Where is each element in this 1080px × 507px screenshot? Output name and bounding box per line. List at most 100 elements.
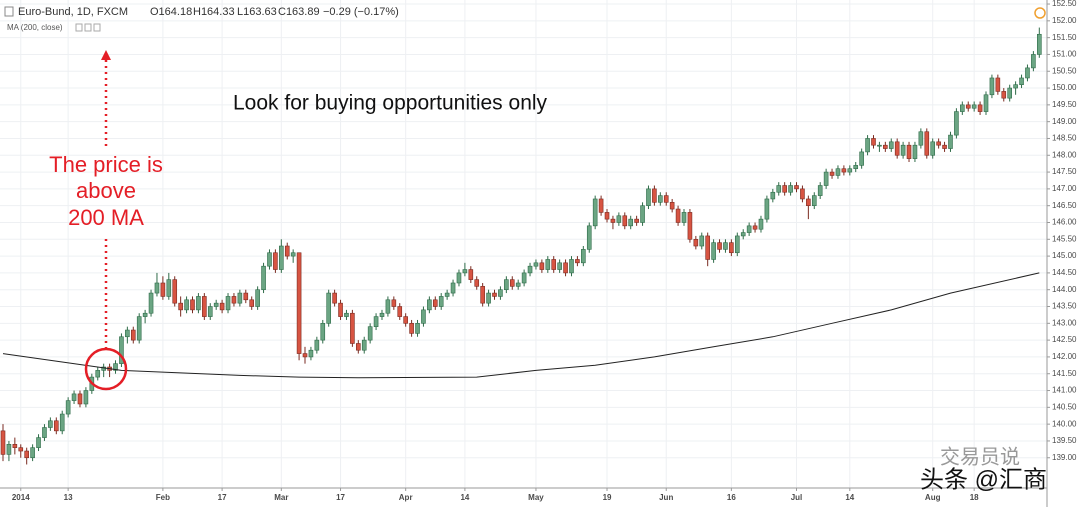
indicator-icon[interactable] <box>84 23 92 32</box>
candle-body <box>190 299 195 311</box>
candle-body <box>213 302 219 307</box>
candle-body <box>18 447 24 452</box>
marks <box>0 27 1042 465</box>
y-tick-label: 150.00 <box>1052 83 1077 92</box>
candle-body <box>255 289 260 307</box>
candle-body <box>598 198 604 213</box>
candle-body <box>906 144 912 159</box>
candle-body <box>391 299 397 307</box>
y-tick-label: 139.00 <box>1052 453 1077 462</box>
candle-body <box>918 131 924 146</box>
candle-body <box>142 312 148 317</box>
candle-body <box>794 185 799 190</box>
y-tick-label: 148.50 <box>1052 134 1077 143</box>
candle-body <box>1001 91 1007 99</box>
note-line: 200 MA <box>68 205 144 230</box>
arrow-head <box>101 50 111 60</box>
candle-body <box>557 262 562 270</box>
high-value: H164.33 <box>193 6 235 18</box>
watermark: 交易员说 <box>940 445 1020 468</box>
candle-body <box>456 272 462 284</box>
candle-body <box>65 400 71 415</box>
candle-body <box>616 215 622 223</box>
candle-body <box>894 141 900 156</box>
candle-body <box>924 131 930 156</box>
candle-body <box>652 188 657 203</box>
candle-body <box>249 299 255 307</box>
y-tick-label: 152.00 <box>1052 16 1077 25</box>
highlight-circle <box>84 347 128 391</box>
candle-body <box>782 185 787 193</box>
candle-body <box>379 312 385 317</box>
open-value: O164.18 <box>150 6 192 18</box>
candle-body <box>829 171 835 176</box>
candle-body <box>361 339 367 351</box>
indicator-icon[interactable] <box>93 23 101 32</box>
candle-body <box>888 141 894 149</box>
candle-body <box>640 205 645 223</box>
candle-body <box>53 420 59 432</box>
candle-body <box>385 299 391 314</box>
candle-body <box>581 249 586 264</box>
candle-body <box>125 329 130 338</box>
candle-body <box>308 349 314 358</box>
candle-body <box>551 259 557 270</box>
candle-body <box>675 208 681 223</box>
candle-body <box>344 312 349 317</box>
candle-body <box>284 245 290 257</box>
candle-body <box>521 272 527 284</box>
candle-body <box>853 165 859 170</box>
candle-body <box>835 168 841 176</box>
y-tick-label: 146.50 <box>1052 201 1077 210</box>
grid <box>0 0 1047 488</box>
indicator-icon[interactable] <box>75 23 83 32</box>
candle-body <box>823 171 829 186</box>
candle-body <box>409 323 414 334</box>
candle-body <box>539 262 545 270</box>
close-value: C163.89 <box>278 6 320 18</box>
candle-body <box>669 202 675 210</box>
candle-body <box>545 259 551 270</box>
candle-body <box>468 269 474 280</box>
candle-body <box>942 144 947 149</box>
candle-body <box>196 296 201 311</box>
candle-body <box>509 279 515 287</box>
candle-body <box>492 292 497 297</box>
candle-body <box>403 316 408 324</box>
candle-body <box>563 262 568 274</box>
candle-body <box>397 306 403 317</box>
candle-body <box>711 242 716 260</box>
candle-body <box>421 309 426 324</box>
candle-body <box>971 104 977 109</box>
indicator-label[interactable]: MA (200, close) <box>7 23 63 32</box>
x-tick-label: Apr <box>399 493 413 502</box>
candle-body <box>533 262 539 267</box>
y-tick-label: 151.50 <box>1052 33 1077 42</box>
x-tick-label: Feb <box>156 493 170 502</box>
alert-icon[interactable] <box>1034 7 1046 19</box>
collapse-icon[interactable] <box>4 6 14 17</box>
candle-body <box>474 279 480 287</box>
candle-body <box>610 218 616 223</box>
candle-body <box>77 393 83 405</box>
candle-body <box>723 242 728 250</box>
candle-body <box>758 218 764 230</box>
x-tick-label: May <box>528 493 544 502</box>
candle-body <box>498 289 503 297</box>
candle-body <box>658 195 663 203</box>
y-tick-label: 147.00 <box>1052 184 1077 193</box>
candle-body <box>290 252 296 257</box>
candle-body <box>314 339 320 351</box>
x-tick-label: 19 <box>603 493 612 502</box>
candle-body <box>983 94 989 112</box>
candle-body <box>592 198 598 227</box>
candle-body <box>515 282 521 287</box>
candle-body <box>113 363 118 371</box>
candle-body <box>59 413 65 432</box>
x-tick-label: 17 <box>218 493 227 502</box>
candle-body <box>859 151 864 166</box>
y-tick-label: 142.00 <box>1052 352 1077 361</box>
candle-body <box>788 185 793 193</box>
candle-body <box>883 144 888 149</box>
candle-body <box>36 437 41 448</box>
